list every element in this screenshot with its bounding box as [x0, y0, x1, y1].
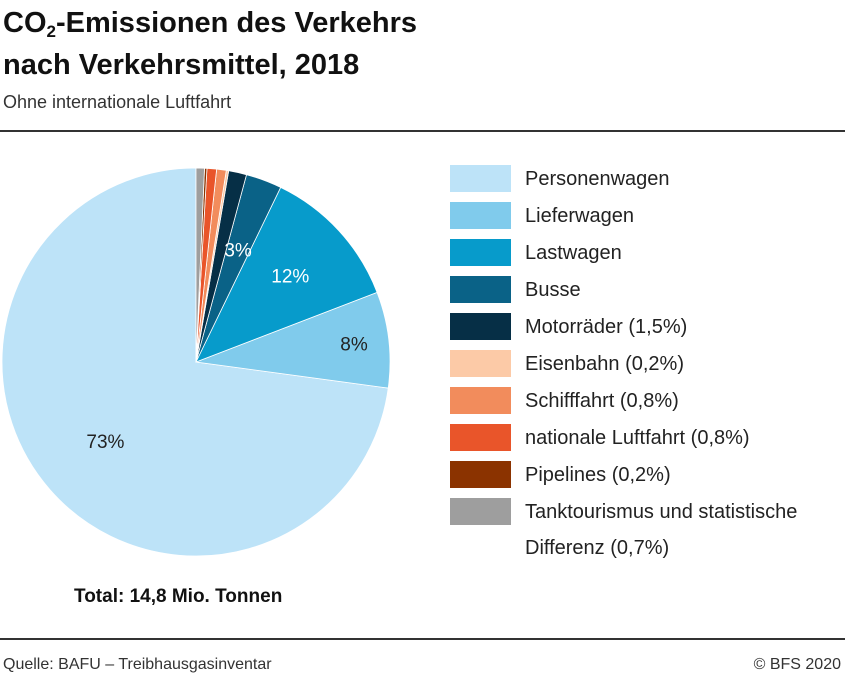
legend-swatch	[450, 202, 511, 229]
legend-label: Busse	[525, 272, 845, 308]
legend-label-line: Lastwagen	[525, 242, 622, 264]
legend-swatch	[450, 350, 511, 377]
legend-label-line: Tanktourismus und statistische	[525, 501, 798, 523]
legend-swatch	[450, 387, 511, 414]
legend-swatch	[450, 424, 511, 451]
legend-label-line: Personenwagen	[525, 168, 670, 190]
title-co: CO	[3, 7, 47, 39]
legend-label-line: Schifffahrt (0,8%)	[525, 390, 679, 412]
source-note: Quelle: BAFU – Treibhausgasinventar	[3, 656, 272, 673]
legend-label-line: Lieferwagen	[525, 205, 634, 227]
slice-label-personenwagen: 73%	[86, 432, 124, 453]
chart-title: CO2-Emissionen des Verkehrs nach Verkehrs…	[3, 4, 417, 84]
legend-label: Eisenbahn (0,2%)	[525, 346, 845, 382]
pie-slice-lastwagen	[195, 186, 378, 363]
legend-label: Tanktourismus und statistische Differenz …	[525, 494, 845, 566]
legend-label: nationale Luftfahrt (0,8%)	[525, 420, 845, 456]
legend-label: Motorräder (1,5%)	[525, 309, 845, 345]
pie-chart: 73% 8% 12% 3%	[1, 167, 391, 557]
title-subscript: 2	[46, 22, 56, 41]
legend-swatch	[450, 313, 511, 340]
legend-label-line: nationale Luftfahrt (0,8%)	[525, 427, 750, 449]
slice-label-lastwagen: 12%	[271, 266, 309, 287]
legend-label-line: Differenz (0,7%)	[525, 537, 670, 559]
pie-slice-lieferwagen	[195, 291, 391, 389]
legend-label: Schifffahrt (0,8%)	[525, 383, 845, 419]
legend-label-line: Busse	[525, 279, 581, 301]
pie-slice-personenwagen	[1, 167, 389, 557]
top-divider	[0, 130, 845, 132]
legend-swatch	[450, 498, 511, 525]
chart-subtitle: Ohne internationale Luftfahrt	[3, 92, 232, 112]
slice-label-busse: 3%	[224, 240, 252, 261]
legend-label: Personenwagen	[525, 161, 845, 197]
legend-label-line: Motorräder (1,5%)	[525, 316, 688, 338]
legend-label-line: Eisenbahn (0,2%)	[525, 353, 684, 375]
bottom-divider	[0, 638, 845, 640]
slice-label-lieferwagen: 8%	[340, 335, 368, 356]
copyright-note: © BFS 2020	[753, 656, 841, 673]
legend-label-line: Pipelines (0,2%)	[525, 464, 671, 486]
title-line1-rest: -Emissionen des Verkehrs	[55, 7, 418, 39]
legend-label: Lieferwagen	[525, 198, 845, 234]
title-line2: nach Verkehrsmittel, 2018	[3, 49, 360, 81]
total-label: Total: 14,8 Mio. Tonnen	[74, 586, 283, 607]
legend-swatch	[450, 276, 511, 303]
legend-swatch	[450, 461, 511, 488]
legend-label: Lastwagen	[525, 235, 845, 271]
legend-label: Pipelines (0,2%)	[525, 457, 845, 493]
pie-slice-tanktourismus-und-statistische-differenz	[195, 167, 205, 363]
legend-swatch	[450, 165, 511, 192]
legend-swatch	[450, 239, 511, 266]
